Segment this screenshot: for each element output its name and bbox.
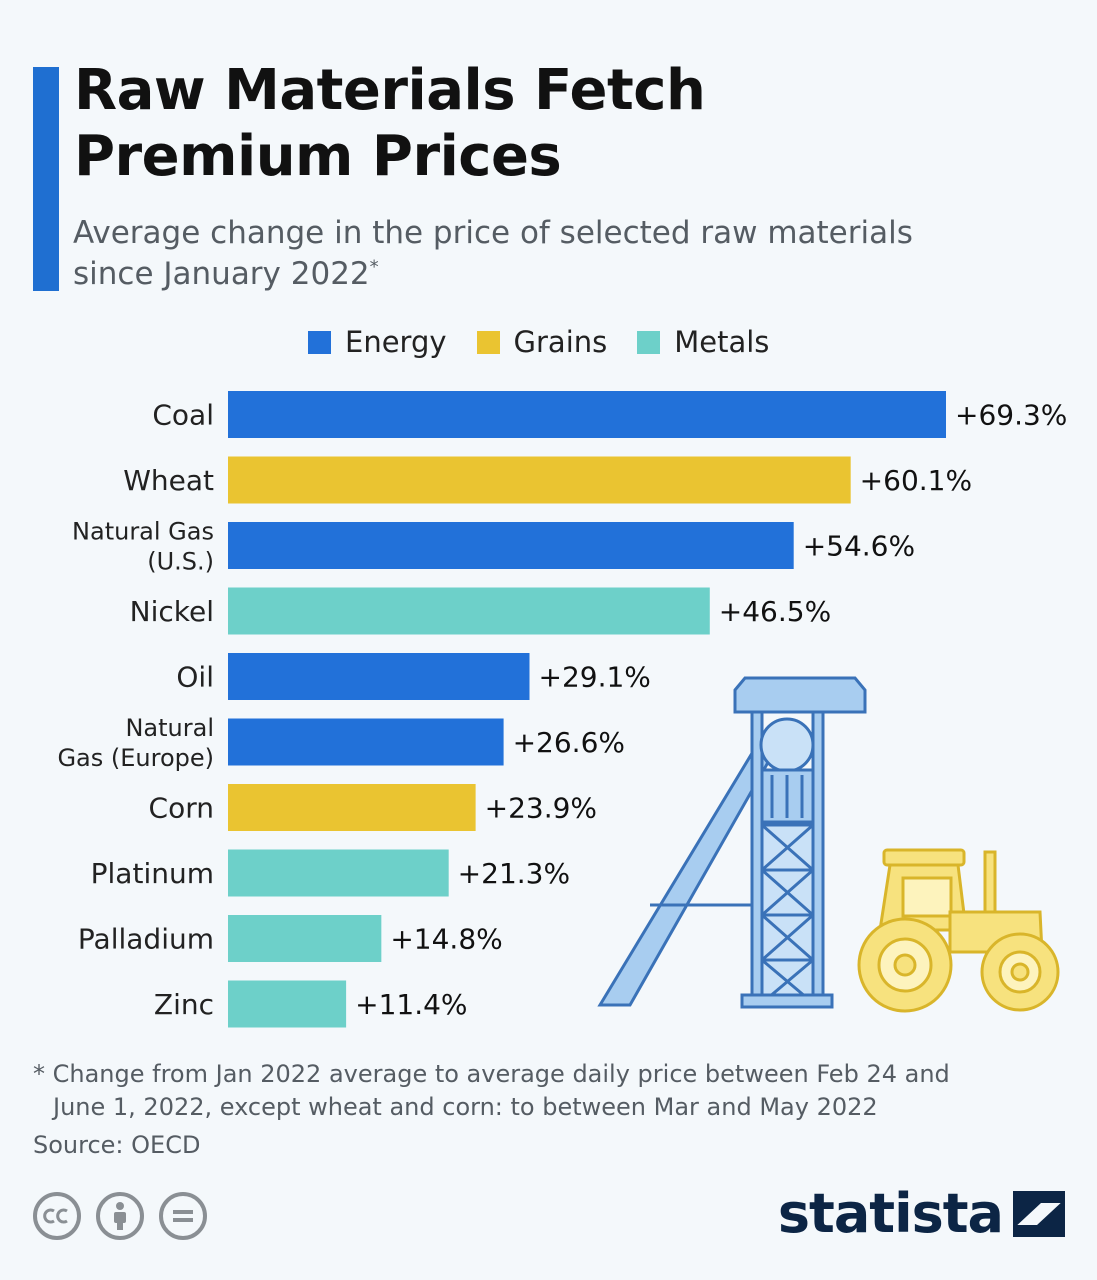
subtitle-line-2: since January 2022 [73,256,370,292]
statista-mark-icon [1013,1191,1065,1237]
bar-chart: Coal +69.3% Wheat +60.1% Natural Gas(U.S.) +5… [57,391,1067,1028]
bar-oil [228,653,530,700]
brand-wordmark: statista [777,1182,1004,1245]
tractor-icon [857,848,1060,1013]
subtitle-footnote-marker: * [369,256,379,278]
legend-label-grains: Grains [513,325,608,359]
category-label-wheat: Wheat [123,464,214,497]
chart-title: Raw Materials Fetch Premium Prices [74,58,1064,190]
source-note: Source: OECD [33,1131,201,1159]
bar-zinc [228,980,347,1028]
bar-palladium [228,915,382,962]
value-label-oil: +29.1% [538,661,650,694]
category-label-natural-gas-europe-line-2: Gas (Europe) [57,744,214,772]
category-label-nickel: Nickel [130,595,214,628]
chart-subtitle: Average change in the price of selected … [73,213,1073,295]
no-derivatives-icon[interactable] [159,1192,207,1240]
person-glyph [114,1202,126,1230]
license-icons [33,1192,222,1240]
category-label-platinum: Platinum [91,857,214,890]
category-label-corn: Corn [149,792,214,825]
category-label-oil: Oil [176,661,214,694]
category-label-palladium: Palladium [78,923,214,956]
legend-item-grains: Grains [476,325,608,359]
value-label-corn: +23.9% [485,792,597,825]
value-label-coal: +69.3% [955,399,1067,432]
footnote-line-2: June 1, 2022, except wheat and corn: to … [53,1093,878,1121]
bar-wheat [228,456,851,504]
cc-glyph [43,1208,68,1224]
category-label-coal: Coal [152,399,214,432]
equals-glyph [173,1210,193,1222]
value-label-palladium: +14.8% [390,923,502,956]
legend-label-metals: Metals [674,325,770,359]
bars-group: Coal +69.3% Wheat +60.1% Natural Gas(U.S.) +5… [57,391,1067,1028]
legend-item-energy: Energy [308,325,447,359]
value-label-natural-gas-u-s: +54.6% [803,530,915,563]
bar-coal [228,391,946,438]
bar-platinum [228,849,449,897]
category-label-natural-gas-europe-line-1: Natural [125,714,214,742]
legend-swatch-energy [308,330,331,354]
title-line-1: Raw Materials Fetch [74,58,706,123]
bar-corn [228,784,476,831]
category-label-zinc: Zinc [154,988,214,1021]
category-label-natural-gas-u-s-line-2: (U.S.) [147,548,214,576]
value-label-zinc: +11.4% [355,988,467,1021]
title-line-2: Premium Prices [74,124,562,189]
title-accent-bar [33,67,59,291]
bar-natural-gas-europe [228,718,504,766]
legend-label-energy: Energy [345,325,447,359]
value-label-nickel: +46.5% [719,595,831,628]
category-label-natural-gas-u-s-line-1: Natural Gas [72,518,214,546]
attribution-icon[interactable] [96,1192,144,1240]
subtitle-line-1: Average change in the price of selected … [73,215,913,251]
bar-natural-gas-u-s [228,522,794,569]
footnote: * Change from Jan 2022 average to averag… [33,1058,1063,1124]
footnote-line-1: * Change from Jan 2022 average to averag… [33,1060,950,1088]
statista-logo[interactable]: statista [778,1184,1067,1244]
legend-swatch-grains [476,330,500,354]
legend-item-metals: Metals [637,325,769,359]
value-label-wheat: +60.1% [860,464,972,497]
value-label-platinum: +21.3% [458,857,570,890]
chart-legend: Energy Grains Metals [308,322,799,362]
legend-swatch-metals [637,330,661,354]
cc-icon[interactable] [33,1192,81,1240]
value-label-natural-gas-europe: +26.6% [513,726,625,759]
mine-headframe-icon [597,676,867,1009]
bar-nickel [228,587,710,635]
